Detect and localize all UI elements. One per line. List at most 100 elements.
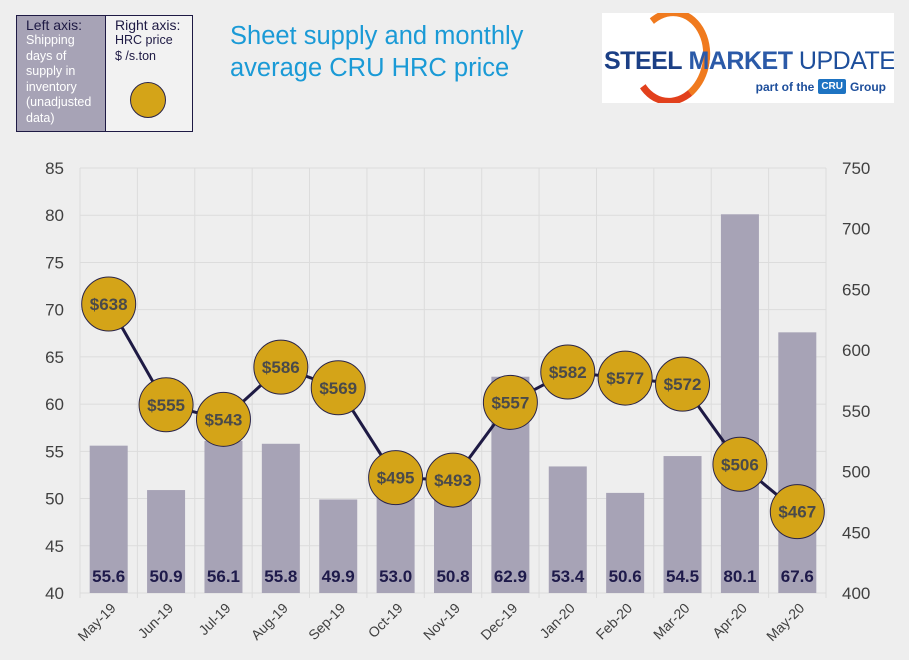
cru-badge-icon: CRU [818,79,846,94]
price-marker [712,436,768,492]
legend-right-line: $ /s.ton [115,48,156,63]
x-axis-tick: Dec-19 [477,600,520,643]
price-marker [482,374,538,430]
right-axis-tick: 750 [842,159,870,178]
bar-label: 56.1 [207,567,240,586]
bar-label: 50.9 [150,567,183,586]
right-axis-tick: 700 [842,220,870,239]
bar [89,445,128,593]
bar-label: 54.5 [666,567,699,586]
logo-word: MARKET [688,47,793,75]
legend-left-line: inventory [26,79,77,94]
legend-left-header: Left axis: [26,17,83,33]
price-label: $493 [434,471,472,490]
bar [261,443,300,593]
left-axis-tick: 70 [45,301,64,320]
price-label: $555 [147,396,185,415]
legend-left-line: Shipping [26,33,75,47]
x-axis-tick: Nov-19 [420,600,463,643]
left-axis-tick: 65 [45,348,64,367]
left-axis-tick: 40 [45,584,64,603]
x-axis-tick: Jun-19 [135,600,177,642]
price-label: $467 [778,503,816,522]
price-label: $577 [606,369,644,388]
x-axis-tick: Jul-19 [195,600,233,638]
x-axis-tick: Feb-20 [593,600,636,643]
price-marker [655,356,711,412]
chart-title-line: average CRU HRC price [230,54,510,82]
x-axis-tick: Jan-20 [536,600,578,642]
price-label: $557 [491,393,529,412]
bar [606,492,645,593]
logo-wordmark: STEEL MARKET UPDATE [604,47,894,76]
bar-label: 62.9 [494,567,527,586]
right-axis-tick: 650 [842,280,870,299]
left-axis-tick: 45 [45,537,64,556]
price-label: $495 [377,469,415,488]
legend-right-header: Right axis: [115,17,181,33]
price-marker [540,344,596,400]
price-marker [253,339,309,395]
price-marker [81,276,137,332]
x-axis-tick: May-19 [74,600,118,644]
legend-left-line: (unadjusted [26,95,92,109]
bar-label: 80.1 [723,567,756,586]
chart-title: Sheet supply and monthly average CRU HRC… [230,20,523,84]
right-axis-tick: 600 [842,341,870,360]
left-axis-tick: 55 [45,442,64,461]
x-axis-tick: Apr-20 [709,600,750,641]
legend: Left axis: Shipping days of supply in in… [16,15,193,132]
bar [663,456,702,593]
price-marker [138,377,194,433]
bar [147,490,186,593]
bar-label: 55.8 [264,567,297,586]
logo-word: STEEL [604,47,683,75]
price-label: $506 [721,455,759,474]
logo-subline: part of the CRU Group [756,79,886,94]
price-label: $638 [90,295,128,314]
left-axis-tick: 85 [45,159,64,178]
price-label: $586 [262,358,300,377]
left-axis-tick: 60 [45,395,64,414]
price-label: $572 [664,375,702,394]
right-axis-tick: 400 [842,584,870,603]
price-label: $569 [319,379,357,398]
price-marker [769,484,825,540]
legend-right-axis: Right axis: HRC price $ /s.ton [106,16,192,131]
logo-word: UPDATE [798,47,894,75]
price-marker [368,450,424,506]
x-axis-tick: Mar-20 [650,600,693,643]
bar [778,332,817,593]
price-marker [195,391,251,447]
bar-label: 50.8 [436,567,469,586]
x-axis-tick: Aug-19 [248,600,291,643]
legend-left-axis: Left axis: Shipping days of supply in in… [17,16,106,131]
bar-label: 67.6 [781,567,814,586]
legend-left-line: supply in [26,64,76,78]
legend-left-line: data) [26,110,55,125]
right-axis-tick: 500 [842,463,870,482]
x-axis-tick: Sep-19 [305,600,348,643]
logo-sub-prefix: part of the [755,79,815,94]
bar-label: 53.4 [551,567,585,586]
bar-label: 53.0 [379,567,412,586]
left-axis-tick: 75 [45,253,64,272]
price-marker-swatch-icon [130,82,166,118]
bar [319,499,358,593]
logo-sub-suffix: Group [850,79,886,94]
legend-right-line: HRC price [115,33,173,47]
left-axis-tick: 50 [45,490,64,509]
x-axis-tick: Oct-19 [365,600,406,641]
bar-label: 50.6 [609,567,642,586]
bar-label: 55.6 [92,567,125,586]
price-marker [425,452,481,508]
right-axis-tick: 450 [842,523,870,542]
price-marker [310,360,366,416]
left-axis-tick: 80 [45,206,64,225]
legend-left-line: days of [26,48,67,63]
bar [434,491,472,593]
chart-title-line: Sheet supply and monthly [230,22,524,50]
bar-label: 49.9 [322,567,355,586]
price-label: $543 [205,410,243,429]
bar [720,214,759,593]
